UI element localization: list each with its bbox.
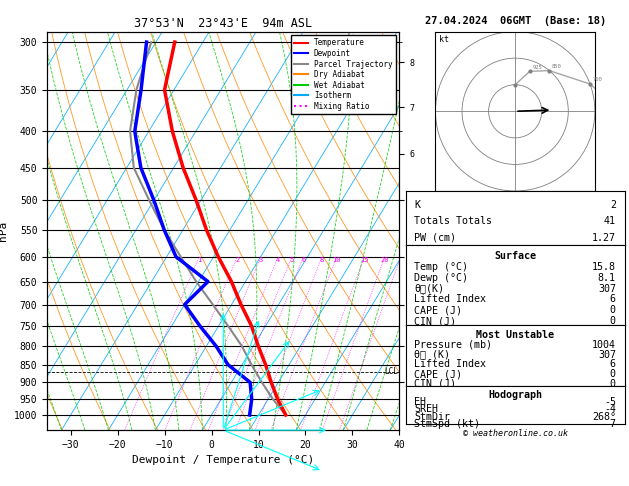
Text: 10: 10 [333, 257, 341, 263]
X-axis label: Dewpoint / Temperature (°C): Dewpoint / Temperature (°C) [132, 455, 314, 466]
Text: 0: 0 [610, 369, 616, 379]
Text: EH: EH [415, 398, 426, 407]
Text: -4: -4 [604, 404, 616, 415]
Text: LCL: LCL [384, 367, 398, 376]
Text: 27.04.2024  06GMT  (Base: 18): 27.04.2024 06GMT (Base: 18) [425, 16, 606, 26]
Text: -5: -5 [604, 398, 616, 407]
Title: 37°53'N  23°43'E  94m ASL: 37°53'N 23°43'E 94m ASL [134, 17, 313, 31]
Y-axis label: hPa: hPa [0, 221, 8, 241]
Text: 7: 7 [610, 419, 616, 429]
Text: Hodograph: Hodograph [488, 390, 542, 400]
Text: 1.27: 1.27 [592, 233, 616, 243]
Text: 6: 6 [301, 257, 306, 263]
Text: CAPE (J): CAPE (J) [415, 369, 462, 379]
Text: SREH: SREH [415, 404, 438, 415]
Text: Dewp (°C): Dewp (°C) [415, 273, 469, 283]
Text: kt: kt [438, 35, 448, 44]
Text: K: K [415, 200, 420, 210]
Text: θᴄ(K): θᴄ(K) [415, 283, 445, 294]
Text: StmDir: StmDir [415, 412, 450, 422]
Text: 2: 2 [610, 200, 616, 210]
Text: θᴄ (K): θᴄ (K) [415, 349, 450, 360]
Text: Pressure (mb): Pressure (mb) [415, 340, 493, 350]
Text: 15: 15 [360, 257, 369, 263]
Text: 6: 6 [610, 359, 616, 369]
Text: 0: 0 [610, 305, 616, 315]
Text: 850: 850 [552, 64, 562, 69]
Text: CIN (J): CIN (J) [415, 379, 457, 389]
Text: 925: 925 [532, 65, 542, 69]
Text: CAPE (J): CAPE (J) [415, 305, 462, 315]
Text: Most Unstable: Most Unstable [476, 330, 554, 340]
Text: 4: 4 [276, 257, 281, 263]
Y-axis label: km
ASL: km ASL [417, 224, 437, 238]
Text: 307: 307 [598, 283, 616, 294]
Legend: Temperature, Dewpoint, Parcel Trajectory, Dry Adiabat, Wet Adiabat, Isotherm, Mi: Temperature, Dewpoint, Parcel Trajectory… [291, 35, 396, 114]
Text: CIN (J): CIN (J) [415, 316, 457, 326]
Text: 5: 5 [290, 257, 294, 263]
Text: 2: 2 [235, 257, 240, 263]
Text: Temp (°C): Temp (°C) [415, 262, 469, 272]
Text: 20: 20 [381, 257, 389, 263]
Text: 0: 0 [610, 316, 616, 326]
Text: 0: 0 [610, 379, 616, 389]
Text: Surface: Surface [494, 251, 536, 261]
Text: PW (cm): PW (cm) [415, 233, 457, 243]
Text: 3: 3 [259, 257, 263, 263]
Text: 268°: 268° [592, 412, 616, 422]
Text: 1004: 1004 [592, 340, 616, 350]
Text: © weatheronline.co.uk: © weatheronline.co.uk [463, 429, 567, 438]
Text: 1: 1 [197, 257, 201, 263]
Text: 307: 307 [598, 349, 616, 360]
Text: 700: 700 [593, 77, 603, 82]
Text: 8: 8 [320, 257, 324, 263]
Text: 6: 6 [610, 295, 616, 304]
Text: Lifted Index: Lifted Index [415, 295, 486, 304]
Text: 15.8: 15.8 [592, 262, 616, 272]
Text: Lifted Index: Lifted Index [415, 359, 486, 369]
Text: Totals Totals: Totals Totals [415, 216, 493, 226]
Text: StmSpd (kt): StmSpd (kt) [415, 419, 481, 429]
Text: 41: 41 [604, 216, 616, 226]
Text: 8.1: 8.1 [598, 273, 616, 283]
